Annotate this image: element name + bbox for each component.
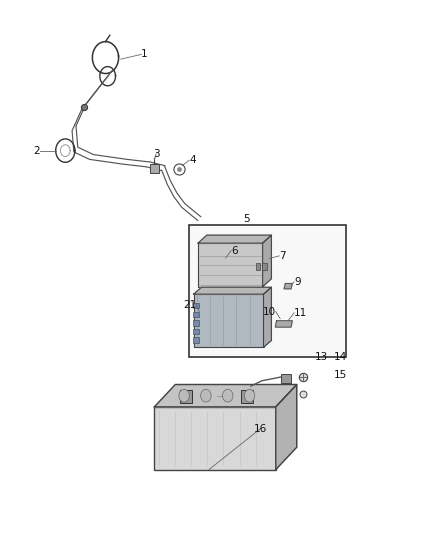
Text: 9: 9 bbox=[294, 277, 301, 287]
Text: 21: 21 bbox=[183, 300, 196, 310]
Circle shape bbox=[201, 389, 211, 402]
Bar bbox=[193, 303, 199, 309]
Text: 14: 14 bbox=[334, 352, 347, 362]
Polygon shape bbox=[284, 284, 292, 289]
Bar bbox=[256, 263, 261, 270]
Text: 4: 4 bbox=[189, 155, 196, 165]
Bar bbox=[193, 312, 199, 317]
Text: 1: 1 bbox=[141, 50, 148, 59]
Bar bbox=[189, 225, 346, 357]
Text: 5: 5 bbox=[243, 214, 249, 224]
Text: 16: 16 bbox=[254, 424, 267, 434]
Bar bbox=[193, 320, 199, 326]
Text: 2: 2 bbox=[33, 146, 40, 156]
Bar bbox=[150, 165, 159, 173]
Text: 11: 11 bbox=[294, 308, 307, 318]
Bar bbox=[241, 390, 253, 403]
Circle shape bbox=[179, 389, 189, 402]
Text: 3: 3 bbox=[153, 149, 159, 159]
Bar bbox=[154, 407, 276, 470]
Polygon shape bbox=[276, 384, 297, 470]
Text: 6: 6 bbox=[231, 246, 238, 255]
Polygon shape bbox=[154, 384, 297, 407]
Circle shape bbox=[223, 389, 233, 402]
Polygon shape bbox=[198, 235, 272, 243]
Text: 15: 15 bbox=[334, 370, 347, 381]
Polygon shape bbox=[194, 287, 272, 294]
Text: 13: 13 bbox=[315, 352, 328, 362]
Text: 7: 7 bbox=[279, 251, 286, 261]
Bar bbox=[180, 390, 192, 403]
Polygon shape bbox=[264, 287, 272, 348]
Bar bbox=[198, 243, 263, 287]
Bar bbox=[193, 329, 199, 334]
Polygon shape bbox=[263, 235, 272, 287]
Bar bbox=[194, 294, 264, 348]
Text: 10: 10 bbox=[263, 306, 276, 317]
Bar bbox=[281, 374, 291, 383]
Circle shape bbox=[244, 389, 255, 402]
Polygon shape bbox=[276, 321, 292, 327]
Bar bbox=[193, 337, 199, 343]
Bar bbox=[262, 263, 267, 270]
